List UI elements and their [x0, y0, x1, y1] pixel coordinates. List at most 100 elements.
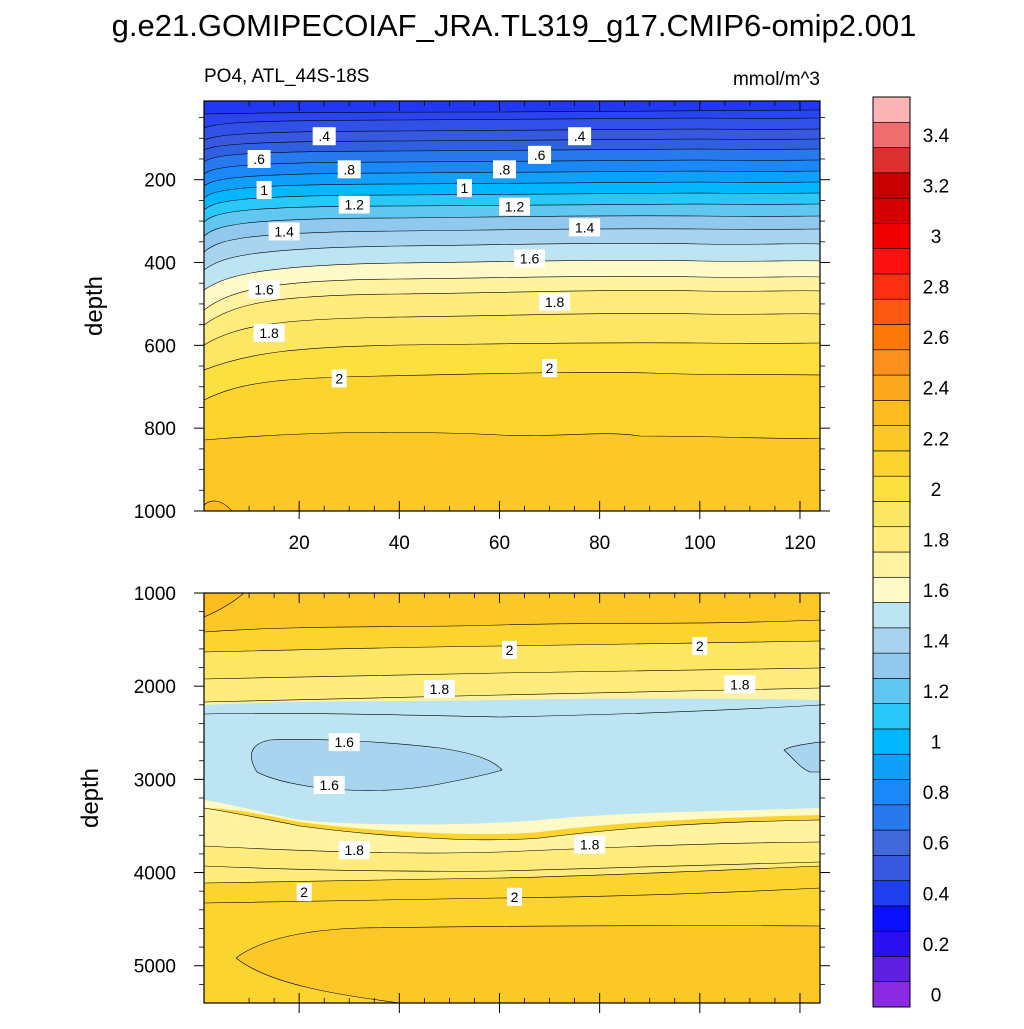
- lower-panel: 1000 2000 3000 4000 5000 2 2 1.8 1.8 1.6 1.6 1.8 1.…: [77, 584, 830, 1013]
- contour-label-bg: [338, 195, 370, 214]
- colorbar-swatch: [872, 981, 911, 1008]
- contour-label-bg: [499, 197, 531, 216]
- colorbar-swatch: [872, 248, 911, 275]
- colorbar-swatch: [872, 930, 911, 957]
- contour-label-bg: [514, 249, 546, 268]
- colorbar-label: 0.8: [923, 783, 949, 804]
- contour-label: 1.6: [319, 777, 339, 793]
- colorbar-swatch: [872, 855, 911, 881]
- colorbar-frame: [872, 96, 911, 1008]
- lower-contour-labels: 2 2 1.8 1.8 1.6 1.6 1.8 1.8 2 2: [296, 637, 756, 906]
- colorbar-swatch: [872, 652, 911, 679]
- contour-label-bg: [569, 218, 601, 237]
- colorbar-swatch: [872, 956, 911, 983]
- colorbar-swatch: [872, 324, 911, 351]
- panel-title-variable: PO4, ATL_44S-18S: [204, 66, 369, 87]
- contour-label-bg: [268, 222, 300, 241]
- colorbar-label: 0.2: [923, 935, 949, 956]
- upper-y-axis-label: depth: [81, 276, 108, 336]
- contour-label: 1.6: [254, 281, 274, 297]
- colorbar-label: 1.8: [923, 530, 949, 551]
- colorbar-label: 2: [931, 480, 942, 501]
- contour-label: 2: [506, 642, 514, 658]
- contour-label: 1.4: [274, 223, 294, 239]
- contour-label: 1.2: [345, 197, 365, 213]
- contour-label: 1.2: [505, 199, 525, 215]
- colorbar-swatch: [872, 829, 911, 856]
- colorbar-label: 1.2: [923, 682, 949, 703]
- contour-label: 1: [260, 182, 268, 198]
- colorbar-label: 3.4: [923, 126, 950, 147]
- x-tick-label: 20: [289, 533, 310, 554]
- contour-label-bg: [492, 160, 516, 179]
- contour-label: .6: [534, 147, 546, 163]
- contour-label-bg: [248, 280, 280, 299]
- contour-label: 2: [696, 638, 704, 654]
- y-tick-label: 600: [144, 336, 176, 357]
- colorbar-swatch: [872, 804, 911, 831]
- contour-label: 1.8: [430, 681, 450, 697]
- contour-label-bg: [328, 733, 360, 752]
- contour-label-bg: [253, 323, 285, 342]
- colorbar: 0 0.2 0.4 0.6 0.8 1 1.2 1.4 1.6 1.8 2 2.2 2.4 2.6 2.8 3…: [872, 96, 950, 1008]
- y-tick-label: 1000: [134, 584, 176, 605]
- colorbar-label: 0.6: [923, 834, 949, 855]
- contour-label: 1.8: [545, 294, 565, 310]
- colorbar-swatch: [872, 425, 911, 452]
- colorbar-swatch: [872, 147, 911, 174]
- colorbar-swatch: [872, 172, 911, 199]
- colorbar-label: 2.2: [923, 429, 949, 450]
- colorbar-label: 0.4: [923, 884, 950, 905]
- colorbar-label: 1.4: [923, 631, 950, 652]
- contour-label-bg: [456, 178, 472, 197]
- y-tick-label: 200: [144, 171, 176, 192]
- panel-units: mmol/m^3: [733, 69, 820, 90]
- contour-label: 1.8: [345, 842, 365, 858]
- contour-label-bg: [507, 887, 523, 906]
- lower-contour-fill: [204, 593, 820, 1003]
- colorbar-swatch: [872, 880, 911, 907]
- contour-label: 1.6: [520, 250, 540, 266]
- colorbar-swatch: [872, 400, 911, 426]
- lower-axes: 1000 2000 3000 4000 5000: [134, 584, 830, 1013]
- contour-label-bg: [542, 359, 558, 378]
- contour-label: 2: [335, 370, 343, 386]
- x-tick-label: 120: [784, 533, 816, 554]
- x-tick-label: 60: [489, 533, 510, 554]
- contour-label-bg: [313, 775, 345, 794]
- contour-label: 2: [300, 884, 308, 900]
- colorbar-swatch: [872, 374, 911, 401]
- upper-contour-labels: .4 .4 .6 .6 .8 .8 1 1 1.2 1.2 1.4 1.4 1.6 1.6 1.8 1.8 2 2: [247, 127, 601, 388]
- x-tick-label: 100: [684, 533, 716, 554]
- contour-label-bg: [247, 149, 271, 168]
- colorbar-swatch: [872, 678, 911, 704]
- contour-label-bg: [423, 679, 455, 698]
- contour-label: .8: [343, 161, 355, 177]
- colorbar-swatch: [872, 197, 911, 224]
- colorbar-swatch: [872, 96, 911, 123]
- x-tick-label: 40: [389, 533, 410, 554]
- colorbar-label: 2.4: [923, 379, 950, 400]
- contour-label-bg: [501, 640, 517, 659]
- contour-label-bg: [296, 883, 312, 902]
- contour-label: 1.6: [334, 734, 354, 750]
- contour-label-bg: [692, 637, 708, 656]
- colorbar-swatch: [872, 450, 911, 477]
- contour-label: 2: [546, 360, 554, 376]
- colorbar-swatch: [872, 728, 911, 755]
- colorbar-swatch: [872, 779, 911, 806]
- colorbar-swatch: [872, 602, 911, 629]
- contour-label-bg: [338, 841, 370, 860]
- contour-label-bg: [539, 292, 571, 311]
- colorbar-swatch: [872, 703, 911, 730]
- contour-label-bg: [568, 127, 592, 146]
- colorbar-swatch: [872, 753, 911, 780]
- colorbar-swatch: [872, 576, 911, 603]
- lower-y-axis-label: depth: [77, 768, 104, 828]
- upper-plot-frame: [203, 100, 821, 512]
- contour-label: .8: [499, 161, 511, 177]
- colorbar-swatch: [872, 223, 911, 249]
- contour-label: 1.8: [259, 325, 279, 341]
- y-tick-label: 2000: [134, 677, 176, 698]
